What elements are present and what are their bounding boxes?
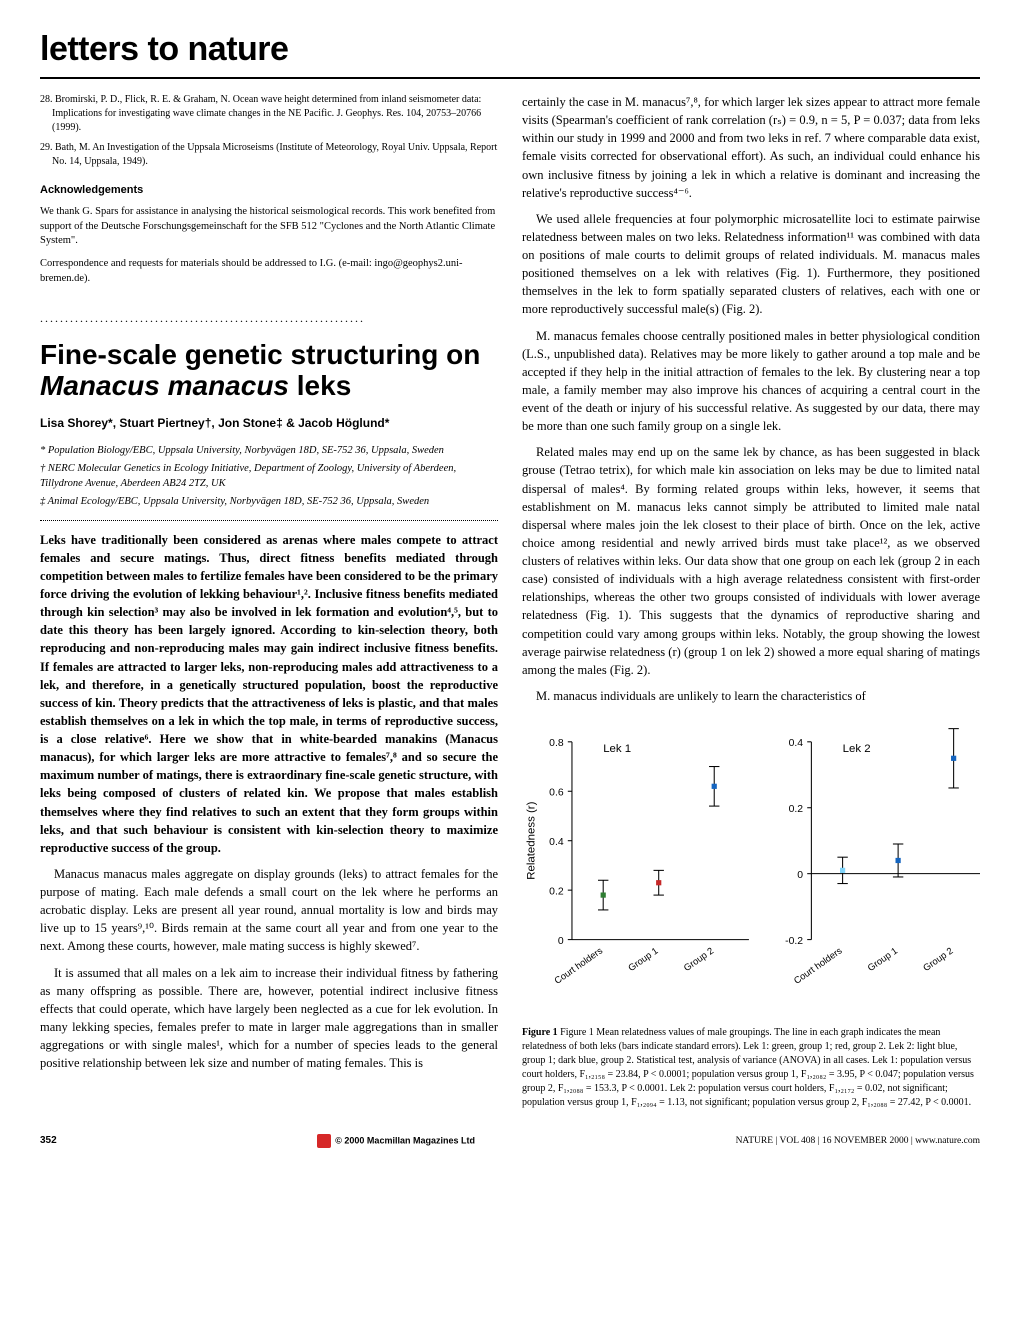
affil-1: * Population Biology/EBC, Uppsala Univer… — [40, 443, 498, 458]
body-r3: M. manacus females choose centrally posi… — [522, 327, 980, 436]
svg-text:0.4: 0.4 — [789, 738, 804, 749]
reference-29: 29. Bath, M. An Investigation of the Upp… — [40, 141, 498, 169]
section-title: letters to nature — [40, 30, 980, 69]
article-title: Fine-scale genetic structuring on Manacu… — [40, 340, 498, 402]
figure-1-chart: Lek 1 0 0.2 0.4 0.6 0.8 Relatedness (r) Court h… — [522, 721, 980, 1012]
page-footer: 352 © 2000 Macmillan Magazines Ltd NATUR… — [40, 1134, 980, 1148]
svg-text:Lek 1: Lek 1 — [603, 743, 631, 755]
content-columns: 28. Bromirski, P. D., Flick, R. E. & Gra… — [40, 93, 980, 1110]
svg-text:0: 0 — [797, 870, 803, 881]
authors: Lisa Shorey*, Stuart Piertney†, Jon Ston… — [40, 415, 498, 432]
journal-info: NATURE | VOL 408 | 16 NOVEMBER 2000 | ww… — [736, 1136, 980, 1146]
svg-text:Lek 2: Lek 2 — [843, 743, 871, 755]
svg-text:Group 1: Group 1 — [626, 946, 659, 974]
svg-text:-0.2: -0.2 — [785, 936, 803, 947]
figure-1-caption: Figure 1 Figure 1 Mean relatedness value… — [522, 1026, 980, 1110]
right-column: certainly the case in M. manacus⁷,⁸, for… — [522, 93, 980, 1110]
figure-1: Lek 1 0 0.2 0.4 0.6 0.8 Relatedness (r) Court h… — [522, 721, 980, 1110]
svg-text:Group 2: Group 2 — [682, 946, 715, 974]
left-column: 28. Bromirski, P. D., Flick, R. E. & Gra… — [40, 93, 498, 1110]
svg-text:0: 0 — [558, 936, 564, 947]
svg-text:Court holders: Court holders — [553, 945, 605, 986]
svg-text:Group 2: Group 2 — [921, 946, 954, 974]
body-p2: It is assumed that all males on a lek ai… — [40, 964, 498, 1073]
abstract: Leks have traditionally been considered … — [40, 531, 498, 857]
page-number: 352 — [40, 1135, 57, 1146]
separator-dots: ........................................… — [40, 310, 498, 327]
body-r5: M. manacus individuals are unlikely to l… — [522, 687, 980, 705]
svg-text:0.6: 0.6 — [549, 787, 564, 798]
svg-text:Court holders: Court holders — [792, 945, 844, 986]
svg-text:0.8: 0.8 — [549, 738, 564, 749]
reference-28: 28. Bromirski, P. D., Flick, R. E. & Gra… — [40, 93, 498, 135]
copyright: © 2000 Macmillan Magazines Ltd — [317, 1134, 475, 1148]
body-p1: Manacus manacus males aggregate on displ… — [40, 865, 498, 956]
affiliations: * Population Biology/EBC, Uppsala Univer… — [40, 443, 498, 510]
dotted-rule — [40, 520, 498, 521]
affil-2: † NERC Molecular Genetics in Ecology Ini… — [40, 461, 498, 491]
svg-text:0.4: 0.4 — [549, 837, 564, 848]
affil-3: ‡ Animal Ecology/EBC, Uppsala University… — [40, 494, 498, 509]
acknowledgements-head: Acknowledgements — [40, 183, 498, 199]
svg-text:Group 1: Group 1 — [866, 946, 899, 974]
publisher-logo-icon — [317, 1134, 331, 1148]
body-r1: certainly the case in M. manacus⁷,⁸, for… — [522, 93, 980, 202]
svg-text:Relatedness (r): Relatedness (r) — [525, 801, 537, 879]
acknowledgements-text: We thank G. Spars for assistance in anal… — [40, 205, 498, 249]
page-header: letters to nature — [40, 30, 980, 79]
body-r4: Related males may end up on the same lek… — [522, 443, 980, 679]
svg-text:0.2: 0.2 — [549, 886, 564, 897]
correspondence-text: Correspondence and requests for material… — [40, 257, 498, 286]
header-rule — [40, 77, 980, 79]
body-r2: We used allele frequencies at four polym… — [522, 210, 980, 319]
svg-text:0.2: 0.2 — [789, 804, 804, 815]
